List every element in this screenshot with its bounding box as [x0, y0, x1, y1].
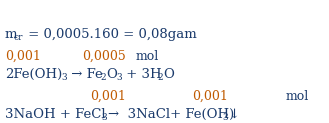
Text: → Fe: → Fe	[67, 68, 103, 81]
Text: mol: mol	[286, 90, 309, 103]
Text: 2Fe(OH): 2Fe(OH)	[5, 68, 62, 81]
Text: 2: 2	[157, 73, 163, 82]
Text: cr: cr	[14, 33, 23, 42]
Text: 3: 3	[116, 73, 122, 82]
Text: 0,001: 0,001	[5, 50, 41, 63]
Text: = 0,0005.160 = 0,08gam: = 0,0005.160 = 0,08gam	[24, 28, 197, 41]
Text: 3: 3	[101, 113, 107, 122]
Text: 2: 2	[100, 73, 106, 82]
Text: ↓: ↓	[228, 108, 239, 121]
Text: 3NaOH + FeCl: 3NaOH + FeCl	[5, 108, 106, 121]
Text: O: O	[106, 68, 117, 81]
Text: + 3H: + 3H	[122, 68, 162, 81]
Text: mol: mol	[136, 50, 159, 63]
Text: →  3NaCl+ Fe(OH): → 3NaCl+ Fe(OH)	[108, 108, 234, 121]
Text: O: O	[163, 68, 174, 81]
Text: 0,001: 0,001	[90, 90, 126, 103]
Text: m: m	[5, 28, 17, 41]
Text: 0,001: 0,001	[192, 90, 228, 103]
Text: 3: 3	[222, 113, 228, 122]
Text: 0,0005: 0,0005	[82, 50, 126, 63]
Text: 3: 3	[61, 73, 67, 82]
